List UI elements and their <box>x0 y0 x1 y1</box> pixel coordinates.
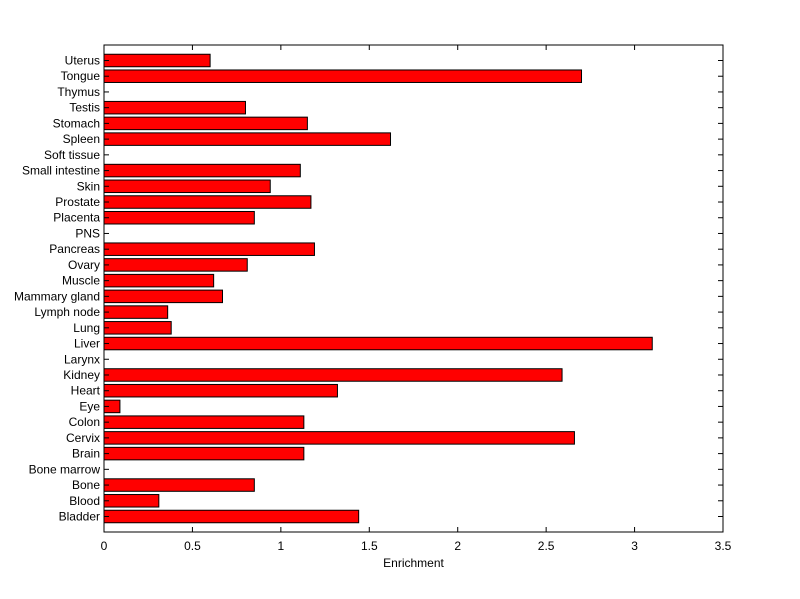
category-label-cervix: Cervix <box>66 431 100 445</box>
x-tick-label-4: 2 <box>454 539 461 553</box>
category-label-muscle: Muscle <box>62 274 100 288</box>
category-label-thymus: Thymus <box>57 85 100 99</box>
category-label-ovary: Ovary <box>68 258 100 272</box>
category-label-pancreas: Pancreas <box>49 242 100 256</box>
category-label-prostate: Prostate <box>55 195 100 209</box>
x-tick-label-7: 3.5 <box>715 539 732 553</box>
x-tick-label-6: 3 <box>631 539 638 553</box>
plot-frame <box>103 44 724 533</box>
category-label-soft-tissue: Soft tissue <box>44 148 100 162</box>
category-label-lymph-node: Lymph node <box>34 305 100 319</box>
category-label-bone-marrow: Bone marrow <box>29 462 101 476</box>
bar-heart <box>103 383 338 398</box>
bar-bone <box>103 478 255 492</box>
bar-muscle <box>103 273 215 288</box>
category-label-pns: PNS <box>75 226 100 240</box>
bar-mammary-gland <box>103 289 223 304</box>
bar-lung <box>103 321 172 335</box>
bar-brain <box>103 446 305 461</box>
bar-liver <box>103 336 653 351</box>
bar-pancreas <box>103 242 315 256</box>
bar-blood <box>103 494 160 508</box>
bar-bladder <box>103 509 360 524</box>
category-label-uterus: Uterus <box>65 54 100 68</box>
bar-spleen <box>103 132 392 146</box>
bar-kidney <box>103 368 563 382</box>
x-tick-labels: 0 0.5 1 1.5 2 2.5 3 3.5 <box>101 539 732 553</box>
bar-colon <box>103 415 305 429</box>
category-label-lung: Lung <box>73 321 100 335</box>
category-label-colon: Colon <box>69 415 100 429</box>
category-label-mammary-gland: Mammary gland <box>14 289 100 303</box>
x-tick-label-0: 0 <box>101 539 108 553</box>
bar-tongue <box>103 69 583 83</box>
x-tick-label-5: 2.5 <box>538 539 555 553</box>
category-label-eye: Eye <box>79 399 100 413</box>
bar-skin <box>103 179 271 194</box>
category-label-bladder: Bladder <box>59 510 100 524</box>
bar-small-intestine <box>103 163 301 178</box>
bar-stomach <box>103 116 308 131</box>
category-label-testis: Testis <box>69 101 100 115</box>
category-label-kidney: Kidney <box>63 368 100 382</box>
category-label-placenta: Placenta <box>53 211 100 225</box>
ticks-group <box>103 45 724 532</box>
category-label-tongue: Tongue <box>61 69 101 83</box>
bar-prostate <box>103 195 312 209</box>
category-label-blood: Blood <box>69 494 100 508</box>
category-label-stomach: Stomach <box>53 116 100 130</box>
category-label-heart: Heart <box>71 384 101 398</box>
category-label-larynx: Larynx <box>64 352 100 366</box>
x-tick-label-3: 1.5 <box>361 539 378 553</box>
bar-placenta <box>103 210 255 225</box>
category-label-bone: Bone <box>72 478 100 492</box>
bar-cervix <box>103 431 575 445</box>
category-label-skin: Skin <box>77 179 100 193</box>
category-label-small-intestine: Small intestine <box>22 164 100 178</box>
x-tick-label-1: 0.5 <box>184 539 201 553</box>
bar-lymph-node <box>103 305 169 319</box>
bar-ovary <box>103 258 248 272</box>
category-label-spleen: Spleen <box>63 132 100 146</box>
category-label-brain: Brain <box>72 447 100 461</box>
category-label-liver: Liver <box>74 337 100 351</box>
x-tick-label-2: 1 <box>278 539 285 553</box>
bar-testis <box>103 100 246 115</box>
bar-uterus <box>103 53 211 68</box>
x-axis-title: Enrichment <box>383 556 444 570</box>
